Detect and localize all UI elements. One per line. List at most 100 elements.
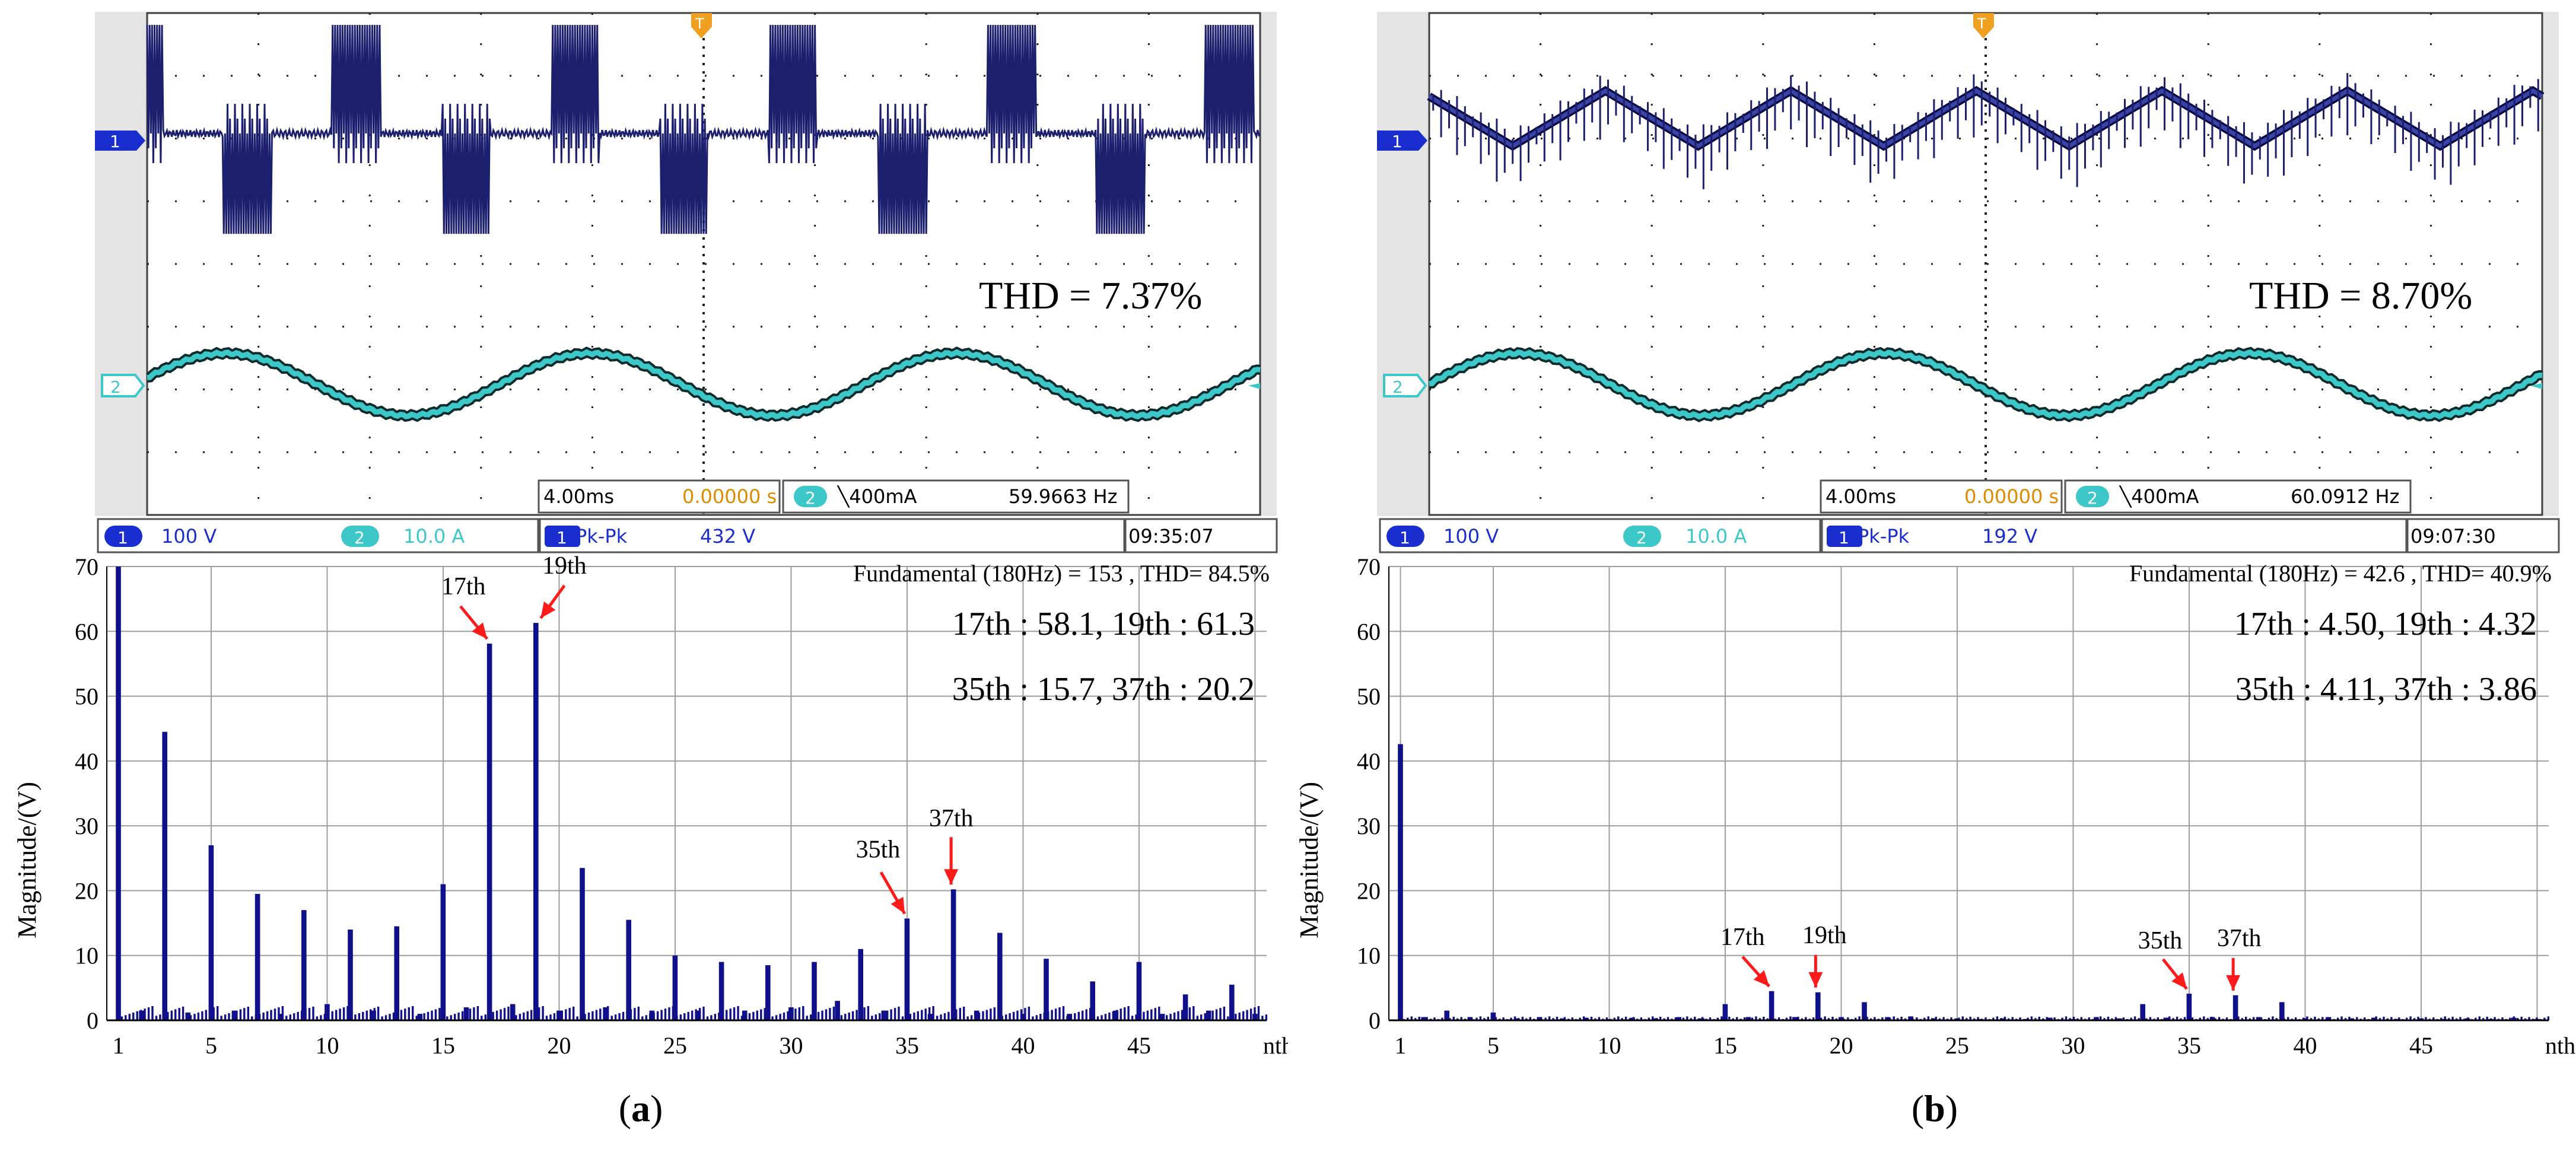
noise-bar (1674, 1017, 1677, 1020)
noise-bar (2375, 1016, 2377, 1020)
noise-bar (1938, 1018, 1941, 1020)
panel-caption: (b) (1912, 1087, 1958, 1129)
x-tick-label: 5 (205, 1032, 217, 1059)
noise-bar (1544, 1017, 1547, 1020)
noise-bar (844, 1014, 847, 1020)
noise-bar (2206, 1018, 2209, 1020)
noise-bar (1230, 1015, 1233, 1020)
noise-bar (362, 1011, 364, 1020)
noise-bar (2467, 1017, 2469, 1020)
noise-bar (2383, 1017, 2385, 1020)
noise-bar (2176, 1017, 2179, 1020)
noise-bar (2042, 1018, 2044, 1020)
noise-bar (224, 1014, 227, 1020)
bar-harmonic-19 (1815, 992, 1821, 1020)
noise-bar (2478, 1016, 2480, 1020)
noise-bar (178, 1008, 180, 1020)
noise-bar (1992, 1017, 1995, 1020)
noise-bar (813, 1013, 816, 1020)
y-tick-label: 40 (1357, 748, 1381, 775)
noise-bar (783, 1012, 785, 1020)
noise-bar (2321, 1017, 2324, 1020)
noise-bar (1785, 1017, 1788, 1020)
noise-bar (534, 1008, 536, 1020)
summary-line-1: 17th : 58.1, 19th : 61.3 (952, 606, 1255, 642)
noise-bar (2211, 1017, 2213, 1020)
noise-bar (806, 1016, 808, 1020)
noise-bar (346, 1006, 349, 1020)
annotation-37th: 37th (2217, 925, 2261, 991)
bar-harmonic-47 (1182, 994, 1188, 1020)
noise-bar (1192, 1006, 1195, 1020)
bar-harmonic-21 (580, 868, 585, 1020)
svg-text:1: 1 (1400, 528, 1410, 548)
noise-bar (270, 1010, 272, 1020)
noise-bar (182, 1007, 185, 1020)
noise-bar (2214, 1018, 2216, 1020)
noise-bar (1227, 1016, 1229, 1020)
ch2-scale: 10.0 A (1685, 525, 1747, 548)
noise-bar (932, 1006, 934, 1020)
noise-bar (140, 1010, 142, 1020)
noise-bar (1525, 1018, 1528, 1020)
noise-bar (1805, 1017, 1807, 1020)
noise-bar (2310, 1018, 2313, 1020)
noise-bar (1127, 1006, 1130, 1020)
delay-value: 0.00000 s (1964, 485, 2059, 508)
chart-annotations: 17th 19th 35th 37th (1720, 922, 2261, 991)
noise-bar (289, 1014, 291, 1020)
noise-bar (1640, 1017, 1643, 1020)
noise-bar (2157, 1017, 2159, 1020)
noise-bar (856, 1010, 858, 1020)
noise-bar (2138, 1018, 2140, 1020)
ch2-marker: 2 (1383, 374, 1427, 397)
noise-bar (921, 1010, 923, 1020)
current-trace (1429, 349, 2543, 420)
y-tick-label: 30 (1357, 813, 1381, 839)
y-tick-label: 0 (1369, 1007, 1381, 1034)
noise-bar (231, 1011, 234, 1020)
noise-bar (2329, 1017, 2332, 1020)
noise-bar (591, 1011, 594, 1020)
y-tick-label: 40 (75, 748, 98, 775)
noise-bar (1736, 1017, 1738, 1020)
status-bar: 1 100 V 2 10.0 A 1 Pk-Pk 192 V 09:07:30 (1379, 518, 2560, 553)
noise-bar (985, 1010, 988, 1020)
noise-bar (1207, 1011, 1210, 1020)
noise-bar (691, 1010, 694, 1020)
svg-text:1: 1 (110, 132, 120, 151)
noise-bar (312, 1007, 314, 1020)
noise-bar (1942, 1017, 1945, 1020)
noise-bar (549, 1014, 552, 1020)
noise-bar (545, 1016, 548, 1020)
noise-bar (1694, 1017, 1696, 1020)
x-tick-label: 20 (547, 1032, 571, 1059)
noise-bar (1120, 1008, 1122, 1020)
noise-bar (526, 1011, 529, 1020)
noise-bar (2080, 1017, 2082, 1020)
trigger-position-marker: T (1973, 13, 1994, 39)
thd-label: THD = 7.37% (979, 274, 1202, 317)
noise-bar (189, 1015, 192, 1020)
noise-bar (1686, 1016, 1688, 1020)
bar-harmonic-33 (858, 949, 863, 1020)
noise-bar (1414, 1018, 1417, 1020)
noise-bar (2088, 1017, 2090, 1020)
noise-bar (733, 1007, 736, 1020)
noise-bar (170, 1010, 173, 1020)
bar-harmonic-9 (1583, 1017, 1589, 1020)
noise-bar (1973, 1018, 1976, 1020)
noise-bar (147, 1007, 150, 1020)
noise-bar (1101, 1015, 1103, 1020)
noise-bar (1077, 1011, 1080, 1020)
noise-bar (760, 1009, 762, 1020)
noise-bar (1862, 1018, 1865, 1020)
noise-bar (481, 1016, 483, 1020)
noise-bar (1663, 1018, 1665, 1020)
noise-bar (1874, 1017, 1876, 1020)
noise-bar (2364, 1017, 2366, 1020)
noise-bar (404, 1008, 406, 1020)
noise-bar (1112, 1011, 1114, 1020)
